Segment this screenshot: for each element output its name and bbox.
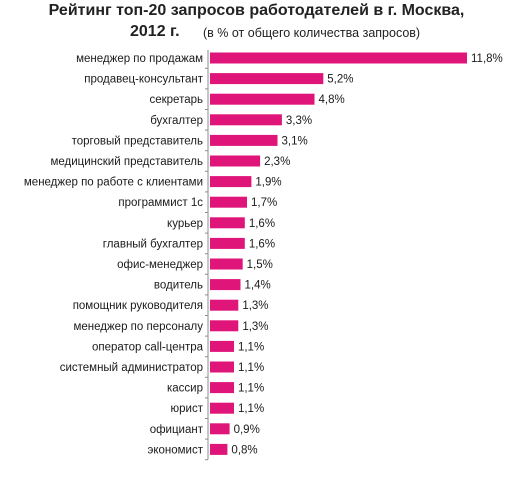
bar	[210, 134, 278, 146]
bar	[210, 217, 245, 229]
bar	[210, 299, 239, 311]
value-label: 0,8%	[231, 444, 257, 456]
bar	[210, 176, 252, 188]
category-label: менеджер по персоналу	[73, 321, 203, 333]
value-label: 0,9%	[234, 424, 260, 436]
bar	[210, 93, 315, 105]
value-label: 5,2%	[327, 74, 353, 86]
chart-title-line1: Рейтинг топ-20 запросов работодателей в …	[48, 2, 465, 19]
value-label: 1,9%	[255, 177, 281, 189]
bar	[210, 402, 234, 414]
bar	[210, 361, 234, 373]
bar	[210, 382, 234, 394]
value-label: 2,3%	[264, 156, 290, 168]
value-label: 1,5%	[247, 259, 273, 271]
category-label: курьер	[167, 218, 203, 230]
bar	[210, 423, 230, 435]
category-label: торговый представитель	[72, 135, 203, 147]
category-label: главный бухгалтер	[103, 238, 203, 250]
category-label: оператор call-центра	[92, 341, 204, 353]
category-label: программист 1с	[118, 197, 203, 209]
value-label: 4,8%	[319, 94, 345, 106]
category-label: водитель	[154, 280, 203, 292]
category-label: медицинский представитель	[50, 156, 203, 168]
value-label: 1,7%	[251, 197, 277, 209]
value-label: 1,3%	[242, 300, 268, 312]
category-label: офис-менеджер	[117, 259, 203, 271]
value-label: 1,3%	[242, 321, 268, 333]
category-label: системный администратор	[60, 362, 203, 374]
category-label: юрист	[171, 403, 204, 415]
chart-title-line2: 2012 г.	[130, 23, 180, 40]
value-label: 3,3%	[286, 115, 312, 127]
category-label: менеджер по работе с клиентами	[24, 177, 203, 189]
bar	[210, 320, 239, 332]
category-label: экономист	[147, 444, 203, 456]
category-label: кассир	[167, 383, 203, 395]
bar	[210, 196, 247, 208]
value-label: 1,1%	[238, 383, 264, 395]
chart-title: Рейтинг топ-20 запросов работодателей в …	[0, 2, 513, 48]
category-label: бухгалтер	[150, 115, 203, 127]
value-label: 1,6%	[249, 218, 275, 230]
category-label: официант	[150, 424, 204, 436]
bar	[210, 237, 245, 249]
category-label: менеджер по продажам	[76, 53, 203, 65]
value-label: 1,1%	[238, 362, 264, 374]
bar	[210, 155, 261, 167]
value-label: 1,6%	[249, 238, 275, 250]
value-label: 1,1%	[238, 341, 264, 353]
value-label: 1,4%	[244, 280, 270, 292]
bar	[210, 114, 282, 126]
category-label: помощник руководителя	[73, 300, 203, 312]
bar	[210, 279, 241, 291]
chart-subtitle: (в % от общего количества запросов)	[203, 26, 421, 40]
value-label: 11,8%	[471, 53, 503, 65]
value-label: 3,1%	[282, 135, 308, 147]
bar	[210, 443, 228, 455]
value-label: 1,1%	[238, 403, 264, 415]
bar	[210, 340, 234, 352]
bar	[210, 52, 467, 64]
category-label: секретарь	[149, 94, 203, 106]
bar	[210, 73, 324, 85]
bars-group: менеджер по продажам 11,8% продавец-консул…	[24, 52, 503, 461]
category-label: продавец-консультант	[84, 74, 204, 86]
bar	[210, 258, 243, 270]
